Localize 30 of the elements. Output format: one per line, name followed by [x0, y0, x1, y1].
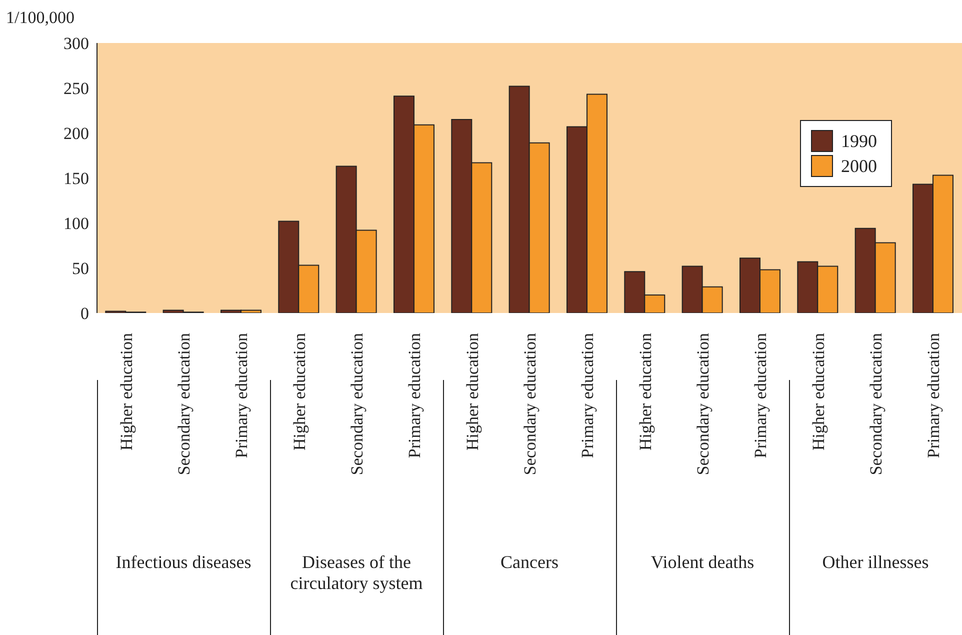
x-tick-label: Secondary education	[866, 332, 886, 476]
text: Violent deaths	[650, 552, 756, 573]
x-tick-label: Primary education	[232, 332, 252, 458]
x-tick-label: Secondary education	[520, 332, 540, 476]
y-tick-label: 50	[72, 259, 89, 278]
text: Cancers	[500, 552, 560, 573]
x-tick-label: Higher education	[636, 332, 655, 451]
x-tick-label: Secondary education	[348, 332, 366, 476]
x-tick-label: Higher education	[290, 332, 309, 451]
y-tick-label: 300	[64, 34, 89, 54]
text: Diseases of the circulatory system	[289, 552, 424, 594]
x-tick-label: Primary education	[405, 332, 424, 458]
x-tick-label: Secondary education	[174, 332, 194, 476]
x-tick-label: Higher education	[116, 332, 136, 451]
y-tick-label: 150	[64, 169, 89, 188]
x-tick-label: Higher education	[808, 332, 828, 451]
x-tick-label: Primary education	[924, 332, 944, 458]
y-tick-label: 0	[80, 304, 89, 324]
y-tick-label: 250	[64, 79, 89, 98]
legend-label: 2000	[841, 156, 877, 176]
text: Other illnesses	[821, 552, 930, 573]
x-tick-label: Primary education	[578, 332, 598, 458]
y-axis-title: 1/100,000	[6, 8, 74, 28]
y-tick-label: 200	[64, 124, 89, 144]
y-tick-label: 100	[64, 214, 89, 234]
legend-label: 1990	[841, 130, 877, 152]
x-tick-label: Secondary education	[694, 332, 712, 476]
x-tick-label: Primary education	[751, 332, 770, 458]
text: Infectious diseases	[114, 552, 252, 573]
x-tick-label: Higher education	[462, 332, 482, 451]
